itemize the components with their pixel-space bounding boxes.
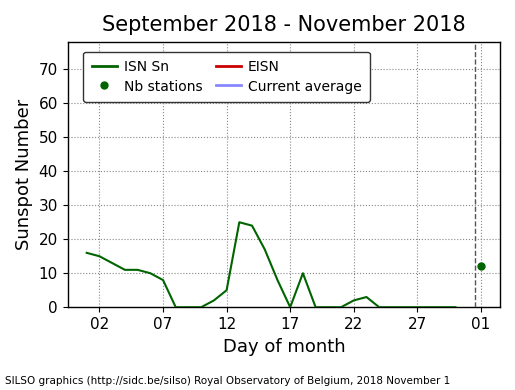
Line: ISN Sn: ISN Sn [87,222,455,307]
ISN Sn [287,305,293,310]
ISN Sn [262,247,268,252]
ISN Sn [274,278,281,282]
ISN Sn [376,305,382,310]
ISN Sn [440,305,446,310]
Text: SILSO graphics (http://sidc.be/silso) Royal Observatory of Belgium, 2018 Novembe: SILSO graphics (http://sidc.be/silso) Ro… [5,376,451,386]
ISN Sn [351,298,357,303]
ISN Sn [402,305,408,310]
ISN Sn [160,278,166,282]
ISN Sn [224,288,230,292]
ISN Sn [198,305,204,310]
ISN Sn [134,268,141,272]
ISN Sn [325,305,332,310]
ISN Sn [389,305,395,310]
Title: September 2018 - November 2018: September 2018 - November 2018 [102,15,466,35]
ISN Sn [364,295,370,300]
ISN Sn [236,220,243,225]
ISN Sn [96,254,102,259]
ISN Sn [313,305,319,310]
ISN Sn [83,250,90,255]
ISN Sn [249,223,255,228]
Y-axis label: Sunspot Number: Sunspot Number [15,99,33,250]
ISN Sn [414,305,420,310]
ISN Sn [147,271,153,276]
ISN Sn [338,305,344,310]
Legend: ISN Sn, Nb stations, EISN, Current average: ISN Sn, Nb stations, EISN, Current avera… [83,52,370,102]
ISN Sn [122,268,128,272]
ISN Sn [173,305,179,310]
ISN Sn [211,298,217,303]
ISN Sn [185,305,192,310]
ISN Sn [427,305,433,310]
X-axis label: Day of month: Day of month [222,337,345,356]
ISN Sn [452,305,458,310]
ISN Sn [109,261,115,265]
ISN Sn [300,271,306,276]
